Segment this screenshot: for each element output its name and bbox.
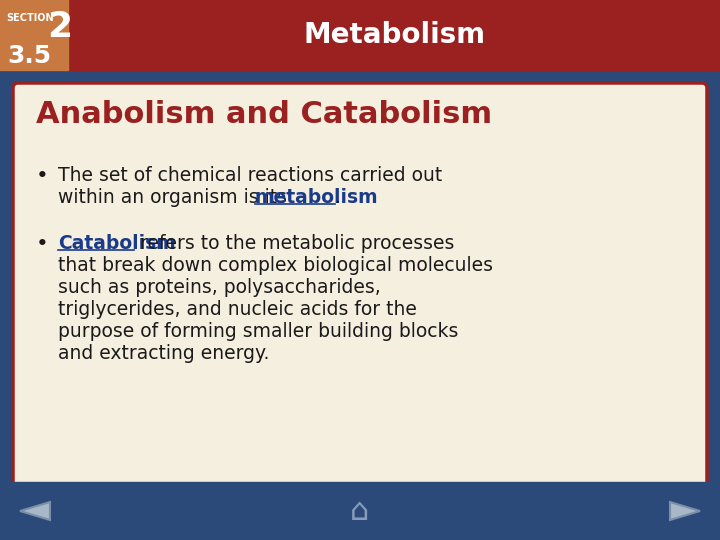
Text: SECTION: SECTION: [6, 13, 53, 23]
Text: •: •: [36, 234, 49, 254]
Text: Metabolism: Metabolism: [304, 21, 486, 49]
Text: triglycerides, and nucleic acids for the: triglycerides, and nucleic acids for the: [58, 300, 417, 319]
Polygon shape: [670, 502, 700, 520]
Bar: [0, 0, 68, 70]
Text: and extracting energy.: and extracting energy.: [58, 344, 269, 363]
Text: within an organism is its: within an organism is its: [58, 188, 293, 207]
Text: ⌂: ⌂: [351, 496, 369, 525]
Text: purpose of forming smaller building blocks: purpose of forming smaller building bloc…: [58, 322, 459, 341]
Text: The set of chemical reactions carried out: The set of chemical reactions carried ou…: [58, 166, 442, 185]
Text: refers to the metabolic processes: refers to the metabolic processes: [134, 234, 454, 253]
FancyBboxPatch shape: [13, 83, 707, 487]
Bar: [0, 482, 720, 540]
Text: .: .: [335, 188, 341, 207]
Text: 3.5: 3.5: [7, 44, 51, 68]
Text: metabolism: metabolism: [255, 188, 379, 207]
Text: •: •: [36, 166, 49, 186]
Text: such as proteins, polysaccharides,: such as proteins, polysaccharides,: [58, 278, 381, 297]
Bar: [0, 0, 720, 70]
Text: that break down complex biological molecules: that break down complex biological molec…: [58, 256, 493, 275]
Polygon shape: [20, 502, 50, 520]
Text: 2: 2: [47, 10, 72, 44]
Text: Anabolism and Catabolism: Anabolism and Catabolism: [36, 100, 492, 129]
Text: Catabolism: Catabolism: [58, 234, 176, 253]
Bar: [0, 70, 720, 540]
